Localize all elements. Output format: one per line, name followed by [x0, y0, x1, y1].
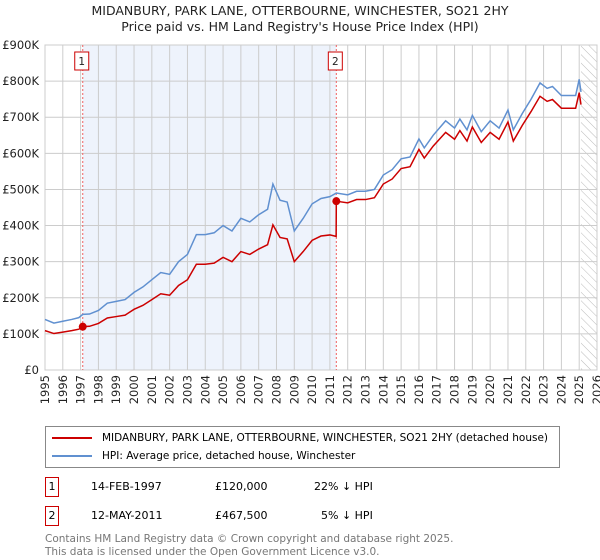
chart-subtitle: Price paid vs. HM Land Registry's House …: [121, 19, 479, 34]
y-tick-label: £600K: [2, 146, 39, 160]
y-tick-label: £100K: [2, 327, 39, 341]
sale-point: [332, 197, 341, 206]
plot-border: [44, 44, 598, 371]
sale-point: [78, 322, 87, 331]
sale-marker-badge: [74, 51, 90, 71]
series-line-hpi: [44, 79, 582, 324]
sale-row-1: 1 14-FEB-1997 £120,000 22% ↓ HPI: [45, 477, 545, 497]
x-tick-label: 2012: [341, 375, 355, 404]
x-tick-label: 2019: [465, 375, 479, 404]
x-tick-label: 2014: [376, 375, 390, 404]
plot-area: £0 £100K £200K £300K £400K £500K £600K £700K £80…: [2, 38, 600, 404]
x-tick-label: 2002: [163, 375, 177, 404]
series-line-property: [44, 92, 582, 335]
x-tick-label: 2016: [412, 375, 426, 404]
x-tick-label: 2006: [234, 375, 248, 404]
x-tick-label: 2023: [537, 375, 551, 404]
sale-badge: 2: [45, 506, 59, 526]
legend-item-property: MIDANBURY, PARK LANE, OTTERBOURNE, WINCH…: [52, 430, 548, 446]
sale-price: £120,000: [215, 480, 268, 493]
x-tick-label: 2020: [483, 375, 497, 404]
x-tick-label: 2013: [359, 375, 373, 404]
x-tick-label: 2011: [323, 375, 337, 404]
footer-line-2: This data is licensed under the Open Gov…: [45, 546, 380, 558]
x-tick-label: 2004: [198, 375, 212, 404]
x-tick-label: 2017: [430, 375, 444, 404]
sale-row-2: 2 12-MAY-2011 £467,500 5% ↓ HPI: [45, 506, 545, 526]
x-tick-label: 1998: [91, 375, 105, 404]
x-tick-label: 2021: [501, 375, 515, 404]
x-tick-label: 2003: [180, 375, 194, 404]
sale-period-shade: [82, 45, 337, 370]
x-tick-label: 2015: [394, 375, 408, 404]
y-tick-label: £200K: [2, 291, 39, 305]
sale-badge: 1: [45, 477, 59, 497]
x-tick-label: 2010: [305, 375, 319, 404]
footer-line-1: Contains HM Land Registry data © Crown c…: [45, 533, 454, 545]
x-tick-label: 2022: [519, 375, 533, 404]
x-tick-label: 1995: [38, 375, 52, 404]
y-tick-label: £0: [24, 363, 39, 377]
sale-marker-label: 1: [78, 56, 85, 68]
sale-price: £467,500: [215, 509, 268, 522]
legend-swatch-property: [52, 437, 92, 439]
x-tick-label: 1997: [74, 375, 88, 404]
y-tick-label: £800K: [2, 74, 39, 88]
sale-date: 14-FEB-1997: [91, 480, 162, 493]
x-tick-label: 2009: [287, 375, 301, 404]
y-tick-label: £700K: [2, 110, 39, 124]
x-tick-label: 2008: [269, 375, 283, 404]
y-tick-label: £400K: [2, 219, 39, 233]
x-tick-label: 1999: [109, 375, 123, 404]
y-tick-label: £500K: [2, 182, 39, 196]
legend-label-hpi: HPI: Average price, detached house, Winc…: [102, 450, 356, 462]
x-tick-label: 2001: [145, 375, 159, 404]
sale-hpi-diff: 5% ↓ HPI: [321, 509, 373, 522]
sale-hpi-diff: 22% ↓ HPI: [314, 480, 373, 493]
legend-label-property: MIDANBURY, PARK LANE, OTTERBOURNE, WINCH…: [102, 432, 549, 444]
x-tick-label: 1996: [56, 375, 70, 404]
legend-swatch-hpi: [52, 455, 92, 457]
legend-item-hpi: HPI: Average price, detached house, Winc…: [52, 448, 355, 464]
x-tick-label: 2000: [127, 375, 141, 404]
x-tick-label: 2018: [448, 375, 462, 404]
legend: MIDANBURY, PARK LANE, OTTERBOURNE, WINCH…: [45, 426, 560, 468]
y-tick-label: £300K: [2, 255, 39, 269]
x-tick-label: 2026: [590, 375, 600, 404]
y-tick-label: £900K: [2, 38, 39, 52]
x-tick-label: 2007: [252, 375, 266, 404]
x-tick-label: 2025: [572, 375, 586, 404]
chart-title: MIDANBURY, PARK LANE, OTTERBOURNE, WINCH…: [91, 3, 509, 18]
sale-date: 12-MAY-2011: [91, 509, 163, 522]
sale-marker-badge: [327, 51, 343, 71]
x-tick-label: 2024: [554, 375, 568, 404]
sale-marker-label: 2: [332, 56, 339, 68]
x-tick-label: 2005: [216, 375, 230, 404]
forecast-hatch: [580, 45, 597, 370]
